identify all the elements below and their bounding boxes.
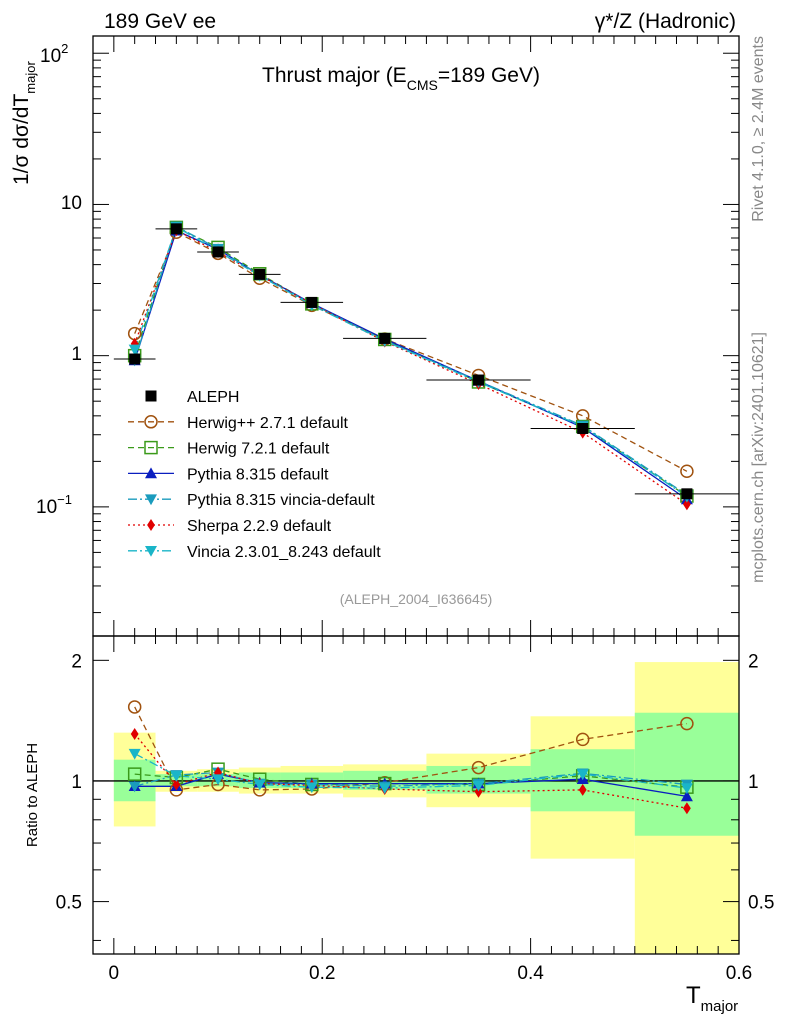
xtick-label-0: 0 bbox=[109, 963, 120, 984]
xtick-label-2: 0.4 bbox=[517, 963, 544, 984]
chart-title-end: =189 GeV) bbox=[438, 64, 540, 87]
ratio-uncertainty-bands bbox=[93, 662, 739, 954]
legend: ALEPH Herwig++ 2.7.1 default Herwig 7.2.1 … bbox=[128, 389, 381, 561]
data-point-7 bbox=[577, 422, 589, 434]
ratio-point-series-5-1 bbox=[170, 771, 183, 782]
ytick-01-base: 10 bbox=[36, 497, 57, 518]
main-axis-ticks bbox=[93, 36, 740, 636]
main-series-lines bbox=[134, 225, 688, 505]
ratio-point-series-2-8 bbox=[680, 790, 693, 802]
x-axis-label: Tmajor bbox=[686, 982, 738, 1015]
data-point-1 bbox=[170, 223, 182, 235]
chart-title-main: Thrust major (E bbox=[262, 64, 407, 87]
ratio-frame bbox=[92, 635, 740, 955]
chart-title: Thrust major (ECMS=189 GeV) bbox=[262, 64, 540, 93]
rivet-label: Rivet 4.1.0, ≥ 2.4M events bbox=[750, 36, 767, 222]
ratio-point-series-0-8 bbox=[680, 716, 694, 731]
x-axis-label-sub: major bbox=[701, 998, 739, 1015]
ratio-point-series-5-2 bbox=[212, 774, 225, 786]
xtick-label-3: 0.6 bbox=[726, 963, 752, 984]
data-point-5 bbox=[379, 332, 391, 344]
legend-label-5: Vincia 2.3.01_8.243 default bbox=[187, 544, 381, 561]
data-point-6 bbox=[473, 374, 485, 386]
ratio-point-series-5-8 bbox=[680, 783, 693, 795]
ratio-point-series-0-7 bbox=[575, 732, 590, 747]
ytick-label-100: 102 bbox=[40, 41, 68, 67]
ratio-ytick-label-right-0: 0.5 bbox=[748, 893, 774, 914]
aleph-data-points bbox=[113, 223, 739, 500]
data-point-8 bbox=[681, 488, 693, 500]
ytick-label-10: 10 bbox=[61, 193, 82, 214]
ratio-panel: Ratio to ALEPH 0.5 0.5 1 1 2 2 0 0.2 0.4 0.6 Tma… bbox=[24, 635, 775, 1015]
ratio-series-markers bbox=[127, 700, 694, 815]
main-line-series-4 bbox=[134, 229, 688, 505]
ratio-ytick-label-left-2: 2 bbox=[71, 651, 82, 672]
ytick-01-exp: −1 bbox=[57, 492, 72, 507]
ratio-line-series-4 bbox=[134, 733, 688, 809]
ratio-point-series-0-0 bbox=[127, 700, 142, 714]
legend-label-1: Herwig 7.2.1 default bbox=[187, 441, 330, 458]
legend-label-0: Herwig++ 2.7.1 default bbox=[187, 415, 349, 432]
legend-marker-1 bbox=[144, 440, 158, 455]
legend-label-2: Pythia 8.315 default bbox=[187, 466, 329, 483]
ratio-ytick-label-left-0: 0.5 bbox=[56, 893, 82, 914]
legend-marker-5 bbox=[145, 546, 157, 557]
ratio-point-series-4-8 bbox=[683, 802, 691, 815]
ratio-ytick-labels: 0.5 0.5 1 1 2 2 bbox=[56, 651, 775, 913]
legend-label-4: Sherpa 2.2.9 default bbox=[187, 518, 332, 535]
legend-label-3: Pythia 8.315 vincia-default bbox=[187, 492, 375, 509]
main-line-series-2 bbox=[134, 229, 688, 500]
ratio-point-series-4-1 bbox=[172, 778, 181, 791]
data-point-3 bbox=[254, 268, 266, 280]
ratio-point-series-5-0 bbox=[128, 748, 141, 760]
xtick-label-1: 0.2 bbox=[309, 963, 335, 984]
legend-marker-2 bbox=[145, 467, 157, 479]
mcplots-label: mcplots.cern.ch [arXiv:2401.10621] bbox=[750, 332, 767, 583]
y-axis-label-main: 1/σ dσ/dT bbox=[10, 94, 33, 185]
main-point-series-5-0 bbox=[128, 344, 141, 356]
data-point-2 bbox=[212, 246, 224, 258]
main-point-series-4-8 bbox=[683, 498, 691, 511]
ratio-y-label: Ratio to ALEPH bbox=[24, 743, 41, 847]
ratio-point-series-4-6 bbox=[474, 785, 483, 798]
ratio-point-series-0-6 bbox=[471, 760, 486, 775]
ratio-point-series-1-0 bbox=[127, 767, 142, 781]
ratio-point-series-5-5 bbox=[378, 783, 391, 795]
xtick-labels: 0 0.2 0.4 0.6 bbox=[109, 963, 753, 984]
ytick-label-0.1: 10−1 bbox=[36, 492, 72, 518]
ratio-axis-ticks bbox=[93, 636, 740, 954]
ratio-ytick-label-left-1: 1 bbox=[71, 772, 82, 793]
x-axis-label-main: T bbox=[686, 982, 701, 1009]
legend-marker-aleph bbox=[145, 390, 157, 402]
header-right: γ*/Z (Hadronic) bbox=[595, 10, 736, 33]
header-left: 189 GeV ee bbox=[104, 10, 216, 33]
chart-title-sub: CMS bbox=[407, 77, 438, 93]
ytick-100-base: 10 bbox=[40, 46, 61, 67]
legend-marker-3 bbox=[145, 494, 157, 506]
ratio-line-series-3 bbox=[134, 771, 687, 787]
ratio-stat-band-8 bbox=[634, 712, 739, 836]
data-point-0 bbox=[129, 353, 141, 365]
ratio-point-series-5-6 bbox=[472, 780, 485, 792]
ratio-point-series-5-4 bbox=[305, 782, 318, 794]
legend-marker-0 bbox=[144, 415, 158, 429]
main-panel: Thrust major (ECMS=189 GeV) 1/σ dσ/dTmaj… bbox=[10, 35, 740, 637]
ratio-point-series-5-7 bbox=[576, 769, 589, 781]
ratio-point-series-4-7 bbox=[578, 783, 587, 796]
analysis-watermark: (ALEPH_2004_I636645) bbox=[340, 591, 493, 607]
ratio-point-series-5-3 bbox=[253, 779, 266, 791]
legend-marker-4 bbox=[147, 519, 155, 531]
ratio-point-series-4-0 bbox=[130, 727, 139, 740]
ytick-100-exp: 2 bbox=[61, 41, 68, 56]
ratio-ytick-label-right-2: 2 bbox=[748, 651, 759, 672]
ratio-ytick-label-right-1: 1 bbox=[748, 772, 759, 793]
y-axis-label-sub: major bbox=[23, 61, 38, 94]
ytick-label-1: 1 bbox=[71, 344, 82, 365]
data-point-4 bbox=[306, 296, 318, 308]
legend-label-aleph: ALEPH bbox=[187, 389, 239, 406]
ratio-point-series-3-0 bbox=[128, 781, 141, 793]
main-point-series-0-8 bbox=[680, 464, 694, 479]
y-axis-label: 1/σ dσ/dTmajor bbox=[10, 61, 38, 185]
